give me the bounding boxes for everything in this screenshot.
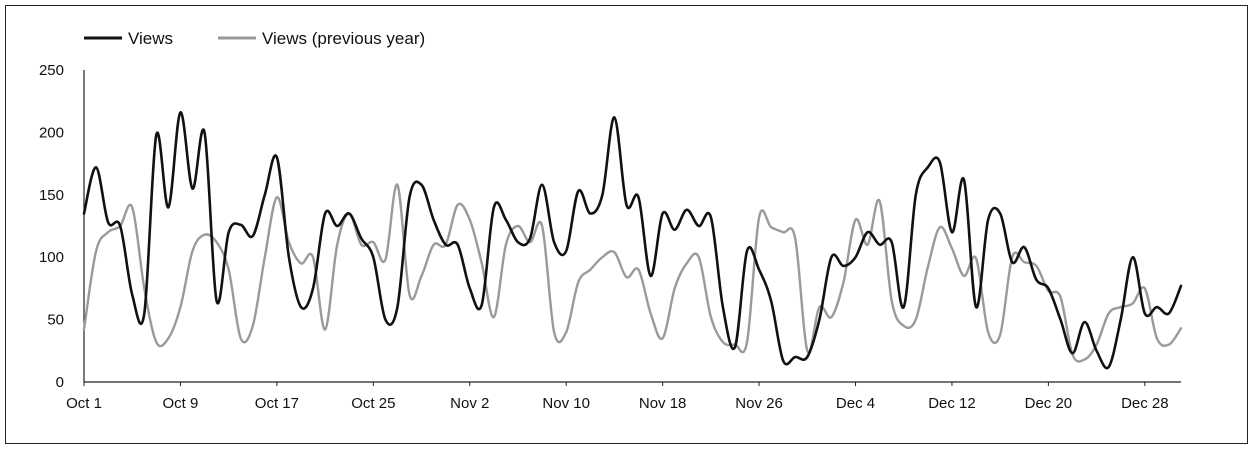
y-tick-label: 0 [56,374,64,391]
y-tick-label: 50 [47,312,64,329]
y-axis: 0 50 100 150 200 250 [39,62,85,391]
x-tick-label: Oct 9 [163,395,199,412]
x-tick-label: Dec 12 [928,395,976,412]
x-tick-label: Nov 2 [450,395,489,412]
legend-label-views-previous-year: Views (previous year) [262,29,425,48]
y-tick-label: 150 [39,187,64,204]
legend-label-views: Views [128,29,173,48]
x-tick-label: Oct 17 [255,395,299,412]
x-axis: Oct 1 Oct 9 Oct 17 Oct 25 Nov 2 Nov 10 Nov 18 N… [66,381,1181,412]
x-tick-label: Dec 28 [1121,395,1169,412]
series-line-views-previous-year [82,183,1183,363]
x-tick-label: Oct 1 [66,395,102,412]
x-tick-label: Oct 25 [351,395,395,412]
x-tick-label: Nov 26 [735,395,783,412]
y-tick-label: 250 [39,62,64,79]
series-layer [82,111,1183,370]
y-tick-label: 100 [39,249,64,266]
x-tick-label: Dec 20 [1025,395,1073,412]
y-tick-label: 200 [39,124,64,141]
x-tick-label: Nov 18 [639,395,687,412]
x-tick-label: Nov 10 [542,395,590,412]
x-tick-label: Dec 4 [836,395,875,412]
legend: Views Views (previous year) [84,29,425,48]
series-line-views [82,111,1183,370]
